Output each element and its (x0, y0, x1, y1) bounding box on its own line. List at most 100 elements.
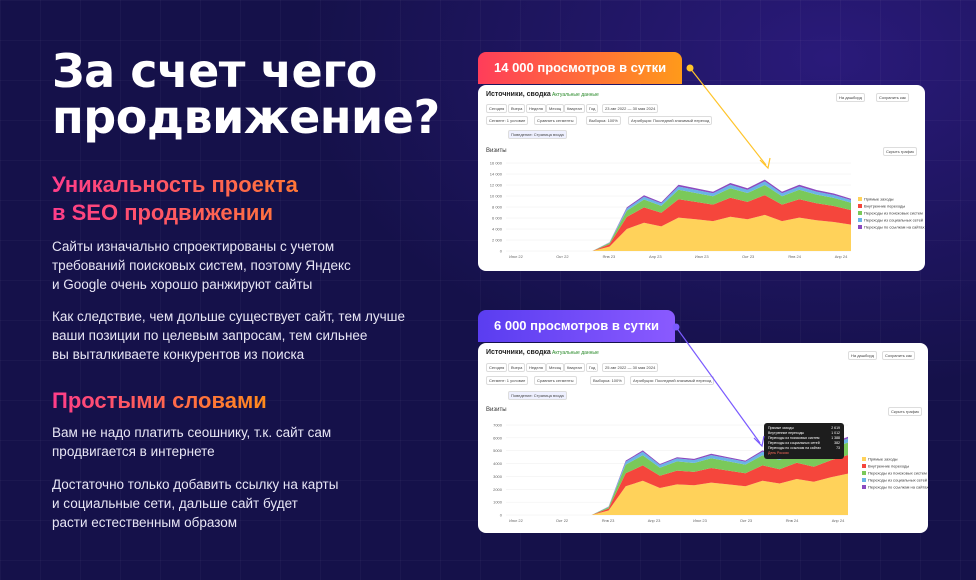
tooltip-row: Прямые заходы 2 619 (768, 426, 840, 430)
area-series (506, 185, 851, 251)
x-tick-label: Июл 22 (509, 254, 523, 259)
hide-graph-button[interactable]: Скрыть график (888, 407, 922, 416)
legend-swatch (858, 225, 862, 229)
goal-filter[interactable]: Поведение: Страница входа (508, 391, 567, 400)
dashboard-button[interactable]: На дашборд (848, 351, 877, 360)
x-tick-label: Окт 22 (556, 518, 569, 523)
y-tick-label: 4000 (493, 461, 503, 466)
tooltip-row: Переходы из поисковых систем 1 388 (768, 436, 840, 440)
date-range[interactable]: 25 авг 2022 — 30 мая 2024 (602, 363, 659, 372)
x-tick-label: Окт 23 (742, 254, 755, 259)
sample-button[interactable]: Выборка: 100% (590, 376, 625, 385)
sample-button[interactable]: Выборка: 100% (586, 116, 621, 125)
text-line: требований поисковых систем, поэтому Янд… (52, 258, 351, 273)
y-tick-label: 6000 (493, 435, 503, 440)
chart-tooltip: Прямые заходы 2 619 Внутренние переходы 1 … (764, 423, 844, 459)
area-series (506, 214, 851, 251)
legend-swatch (862, 485, 866, 489)
tooltip-row: Внутренние переходы 1 012 (768, 431, 840, 435)
text-line: ваши позиции по целевым запросам, тем си… (52, 328, 368, 343)
y-tick-label: 7000 (493, 423, 503, 428)
section1-paragraph1: Сайты изначально спроектированы с учетом… (52, 237, 422, 294)
tab-yesterday[interactable]: Вчера (508, 104, 526, 113)
status-tag: Актуальные данные (552, 350, 599, 356)
legend-label: Переходы из поисковых систем (864, 211, 923, 216)
legend-label: Переходы из социальных сетей (864, 218, 923, 223)
segment-button[interactable]: Сегмент: 1 условие (486, 116, 529, 125)
views-badge-14000: 14 000 просмотров в сутки (478, 52, 683, 84)
tab-week[interactable]: Неделя (526, 104, 546, 113)
legend-label: Переходы по ссылкам на сайтах (864, 225, 925, 230)
y-tick-label: 0 (500, 513, 503, 518)
tooltip-event: День России (768, 451, 789, 455)
area-series (506, 442, 848, 515)
legend-swatch (858, 218, 862, 222)
y-tick-label: 0 (500, 249, 503, 254)
tab-year[interactable]: Год (586, 104, 599, 113)
hide-graph-button[interactable]: Скрыть график (883, 147, 917, 156)
legend-label: Прямые заходы (864, 197, 894, 202)
legend-label: Прямые заходы (868, 457, 898, 462)
text-line: расти естественным образом (52, 515, 238, 530)
title-line-1: За счет чего (52, 44, 377, 98)
report-title: Источники, сводка (486, 349, 551, 356)
metrica-report-card-2: Источники, сводка Актуальные данные На д… (478, 343, 928, 533)
segment-button[interactable]: Сегмент: 1 условие (486, 376, 529, 385)
y-tick-label: 10 000 (490, 194, 503, 199)
text-line: и Google очень хорошо ранжируют сайты (52, 277, 313, 292)
text-line: Как следствие, чем дольше существует сай… (52, 309, 405, 324)
legend-label: Переходы по ссылкам на сайтах (868, 485, 928, 490)
y-tick-label: 1000 (493, 500, 503, 505)
y-tick-label: 6 000 (492, 216, 503, 221)
tab-today[interactable]: Сегодня (486, 363, 508, 372)
tab-month[interactable]: Месяц (546, 104, 565, 113)
x-tick-label: Июл 23 (695, 254, 709, 259)
text-line: Сайты изначально спроектированы с учетом (52, 239, 335, 254)
y-tick-label: 8 000 (492, 205, 503, 210)
date-range[interactable]: 23 авг 2022 — 30 мая 2024 (602, 104, 659, 113)
text-line: и социальные сети, дальше сайт будет (52, 496, 298, 511)
x-tick-label: Апр 24 (832, 518, 845, 523)
legend-swatch (862, 471, 866, 475)
y-tick-label: 14 000 (490, 172, 503, 177)
save-as-button[interactable]: Сохранить как (876, 93, 909, 102)
text-line: Достаточно только добавить ссылку на кар… (52, 477, 339, 492)
x-tick-label: Янв 23 (602, 254, 616, 259)
x-tick-label: Июл 23 (693, 518, 707, 523)
compare-button[interactable]: Сравнить сегменты (534, 116, 577, 125)
x-tick-label: Янв 23 (602, 518, 616, 523)
tab-month[interactable]: Месяц (546, 363, 565, 372)
area-series (506, 195, 851, 251)
tab-today[interactable]: Сегодня (486, 104, 508, 113)
section1-heading-line1: Уникальность проекта (52, 172, 298, 197)
visits-label: Визиты (486, 407, 507, 413)
text-line: продвигается в интернете (52, 444, 215, 459)
tab-yesterday[interactable]: Вчера (508, 363, 526, 372)
legend-swatch (858, 204, 862, 208)
legend-swatch (862, 457, 866, 461)
tab-quarter[interactable]: Квартал (564, 363, 586, 372)
y-tick-label: 5000 (493, 448, 503, 453)
x-tick-label: Янв 24 (786, 518, 800, 523)
area-chart-1: 0 2 000 4 000 6 000 8 000 10 000 12 000 14 000 1… (490, 161, 925, 260)
y-tick-label: 3000 (493, 474, 503, 479)
section2-heading: Простыми словами (52, 388, 267, 413)
save-as-button[interactable]: Сохранить как (882, 351, 915, 360)
area-series (506, 455, 848, 515)
legend-swatch (862, 464, 866, 468)
tab-year[interactable]: Год (586, 363, 599, 372)
page-title: За счет чего продвижение? (52, 48, 452, 140)
text-line: Вам не надо платить сеошнику, т.к. сайт … (52, 425, 332, 440)
x-tick-label: Апр 24 (835, 254, 848, 259)
x-tick-label: Янв 24 (788, 254, 802, 259)
tooltip-row: Переходы по ссылкам на сайтах 73 (768, 446, 840, 450)
area-chart-2: 0 1000 2000 3000 4000 5000 6000 7000 Июл 22 Окт 2… (493, 423, 928, 524)
text-line: вы выталкиваете конкурентов из поиска (52, 347, 305, 362)
tab-week[interactable]: Неделя (526, 363, 546, 372)
compare-button[interactable]: Сравнить сегменты (534, 376, 577, 385)
goal-filter[interactable]: Поведение: Страница входа (508, 130, 567, 139)
tab-quarter[interactable]: Квартал (564, 104, 586, 113)
dashboard-button[interactable]: На дашборд (836, 93, 865, 102)
views-badge-6000: 6 000 просмотров в сутки (478, 310, 675, 342)
title-line-2: продвижение? (52, 90, 440, 144)
